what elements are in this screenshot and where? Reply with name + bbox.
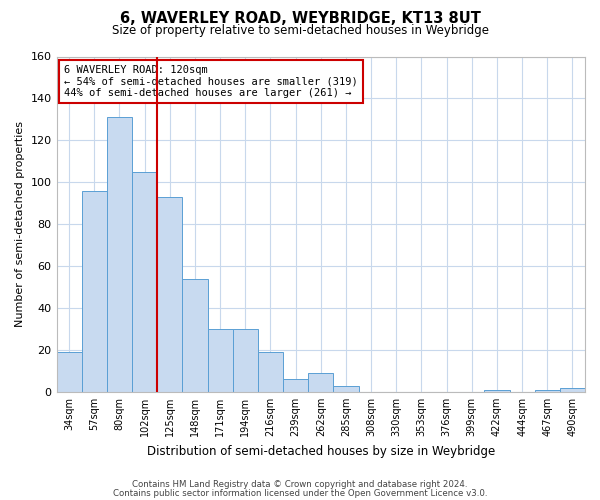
X-axis label: Distribution of semi-detached houses by size in Weybridge: Distribution of semi-detached houses by …: [146, 444, 495, 458]
Bar: [233, 329, 258, 392]
Bar: [308, 373, 334, 392]
Text: Contains public sector information licensed under the Open Government Licence v3: Contains public sector information licen…: [113, 489, 487, 498]
Bar: [157, 197, 182, 392]
Bar: [484, 390, 509, 392]
Bar: [334, 386, 359, 392]
Text: Contains HM Land Registry data © Crown copyright and database right 2024.: Contains HM Land Registry data © Crown c…: [132, 480, 468, 489]
Bar: [208, 329, 233, 392]
Text: Size of property relative to semi-detached houses in Weybridge: Size of property relative to semi-detach…: [112, 24, 488, 37]
Y-axis label: Number of semi-detached properties: Number of semi-detached properties: [15, 121, 25, 327]
Bar: [535, 390, 560, 392]
Bar: [182, 278, 208, 392]
Bar: [132, 172, 157, 392]
Bar: [283, 380, 308, 392]
Bar: [258, 352, 283, 392]
Bar: [560, 388, 585, 392]
Bar: [56, 352, 82, 392]
Text: 6 WAVERLEY ROAD: 120sqm
← 54% of semi-detached houses are smaller (319)
44% of s: 6 WAVERLEY ROAD: 120sqm ← 54% of semi-de…: [64, 65, 358, 98]
Text: 6, WAVERLEY ROAD, WEYBRIDGE, KT13 8UT: 6, WAVERLEY ROAD, WEYBRIDGE, KT13 8UT: [119, 11, 481, 26]
Bar: [82, 190, 107, 392]
Bar: [107, 118, 132, 392]
